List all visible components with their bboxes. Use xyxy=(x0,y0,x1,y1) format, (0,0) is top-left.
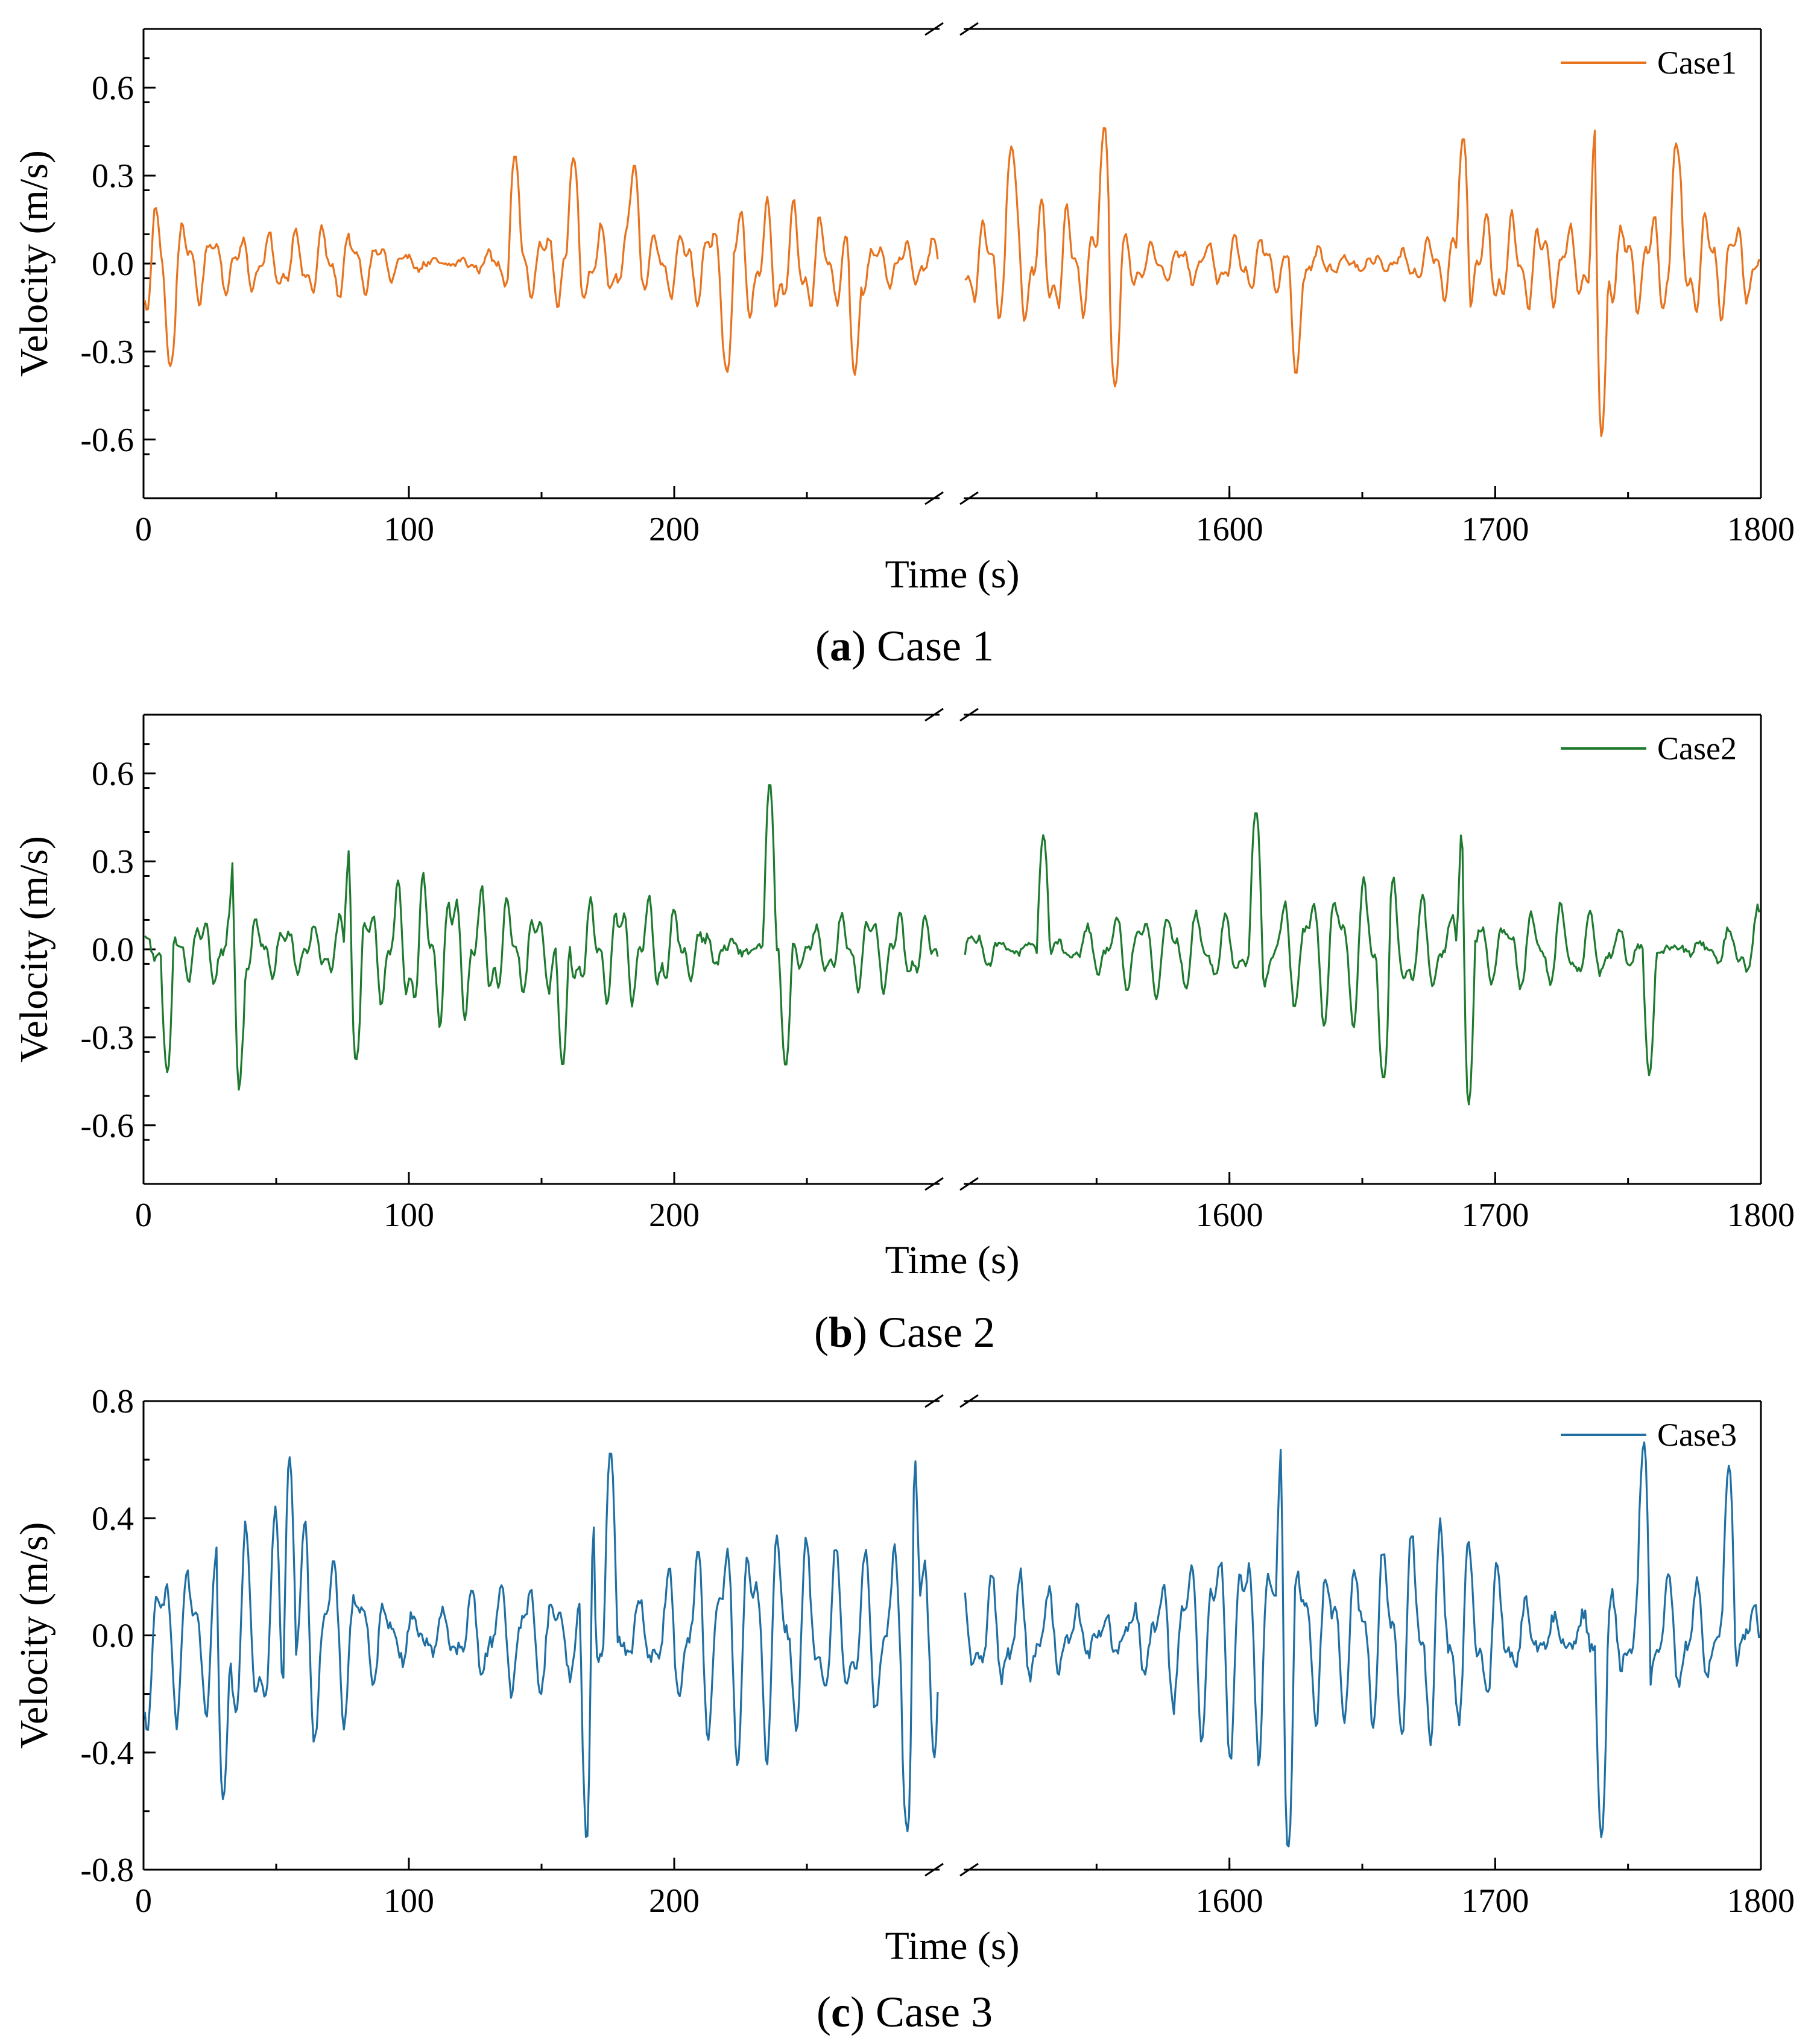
series-line-case1-segment-1 xyxy=(144,156,939,376)
x-tick-label: 100 xyxy=(384,1197,434,1234)
legend-label: Case2 xyxy=(1657,730,1737,767)
plot-frame xyxy=(142,1394,1762,1877)
panel-b-caption: (b) Case 2 xyxy=(814,1308,995,1356)
panel-b-plot: -0.6 -0.3 0.0 0.3 0.6 0 100 200 1600 1700 1800 Time… xyxy=(12,707,1795,1282)
x-tick-label: 1600 xyxy=(1196,1882,1263,1920)
y-axis-title: Velocity (m/s) xyxy=(12,836,56,1063)
axis-break-mark xyxy=(924,1177,944,1191)
x-tick-label: 1800 xyxy=(1727,1882,1795,1920)
y-tick-label: 0.6 xyxy=(92,755,134,793)
y-tick-label: 0.4 xyxy=(92,1500,134,1537)
y-tick-label: 0.0 xyxy=(92,1618,134,1655)
panel-c-caption: (c) Case 3 xyxy=(817,1988,993,2036)
x-tick-label: 1600 xyxy=(1196,511,1263,548)
panel-a-plot: -0.6 -0.3 0.0 0.3 0.6 0 100 200 1600 1700 1800 Time… xyxy=(12,22,1795,596)
y-tick-label: -0.4 xyxy=(80,1735,134,1772)
x-tick-label: 0 xyxy=(135,511,152,548)
x-tick-label: 0 xyxy=(135,1197,152,1234)
axis-break-mark xyxy=(924,491,944,505)
x-axis-title: Time (s) xyxy=(885,1238,1019,1282)
x-axis-title: Time (s) xyxy=(885,552,1019,596)
panel-c: -0.8 -0.4 0.0 0.4 0.8 0 100 200 1600 1700 1800 Time… xyxy=(12,1383,1795,2036)
legend-label: Case3 xyxy=(1657,1417,1737,1453)
x-axis-title: Time (s) xyxy=(885,1924,1019,1968)
panel-a: -0.6 -0.3 0.0 0.3 0.6 0 100 200 1600 1700 1800 Time… xyxy=(12,22,1795,670)
x-tick-label: 200 xyxy=(649,1197,700,1234)
y-tick-label: -0.8 xyxy=(80,1852,134,1889)
x-tick-label: 1800 xyxy=(1727,511,1795,548)
x-tick-label: 1700 xyxy=(1461,511,1529,548)
y-tick-label: -0.6 xyxy=(80,422,134,459)
x-tick-label: 100 xyxy=(384,1882,434,1920)
y-tick-label: 0.0 xyxy=(92,245,134,283)
y-axis-title: Velocity (m/s) xyxy=(12,1522,56,1749)
y-tick-label: 0.8 xyxy=(92,1383,134,1420)
axis-break-mark xyxy=(959,707,979,722)
axis-break-mark xyxy=(959,491,979,505)
axis-break-mark xyxy=(959,1862,979,1877)
series-line-case3-segment-2 xyxy=(964,1441,1760,1847)
axis-break-mark xyxy=(924,22,944,36)
series-line-case2-segment-1 xyxy=(144,784,939,1091)
y-tick-label: 0.3 xyxy=(92,157,134,195)
x-tick-label: 1700 xyxy=(1461,1197,1529,1234)
x-tick-label: 1800 xyxy=(1727,1197,1795,1234)
panel-b: -0.6 -0.3 0.0 0.3 0.6 0 100 200 1600 1700 1800 Time… xyxy=(12,707,1795,1356)
series-line-case3-segment-1 xyxy=(144,1452,939,1838)
y-ticks xyxy=(144,743,156,1185)
panel-a-caption: (a) Case 1 xyxy=(815,622,994,670)
y-tick-label: 0.3 xyxy=(92,843,134,881)
panel-c-plot: -0.8 -0.4 0.0 0.4 0.8 0 100 200 1600 1700 1800 Time… xyxy=(12,1383,1795,1968)
axis-break-mark xyxy=(924,707,944,722)
y-tick-label: 0.6 xyxy=(92,69,134,107)
x-tick-label: 1700 xyxy=(1461,1882,1529,1920)
series-line-case1-segment-2 xyxy=(964,127,1760,437)
y-tick-label: -0.3 xyxy=(80,334,134,371)
axis-break-mark xyxy=(924,1394,944,1408)
y-tick-label: 0.0 xyxy=(92,931,134,969)
axis-break-mark xyxy=(959,1177,979,1191)
x-tick-label: 200 xyxy=(649,511,700,548)
y-axis-title: Velocity (m/s) xyxy=(12,150,56,377)
plot-frame xyxy=(142,707,1762,1191)
x-tick-label: 100 xyxy=(384,511,434,548)
legend-label: Case1 xyxy=(1657,45,1737,81)
axis-break-mark xyxy=(959,22,979,36)
x-ticks xyxy=(142,486,1762,498)
x-ticks xyxy=(142,1172,1762,1184)
x-tick-label: 200 xyxy=(649,1882,700,1920)
series-line-case2-segment-2 xyxy=(964,812,1760,1106)
x-tick-label: 0 xyxy=(135,1882,152,1920)
axis-break-mark xyxy=(924,1862,944,1877)
y-tick-label: -0.6 xyxy=(80,1107,134,1145)
axis-break-mark xyxy=(959,1394,979,1408)
y-ticks xyxy=(144,57,156,499)
x-tick-label: 1600 xyxy=(1196,1197,1263,1234)
y-tick-label: -0.3 xyxy=(80,1019,134,1057)
x-ticks xyxy=(142,1858,1762,1870)
